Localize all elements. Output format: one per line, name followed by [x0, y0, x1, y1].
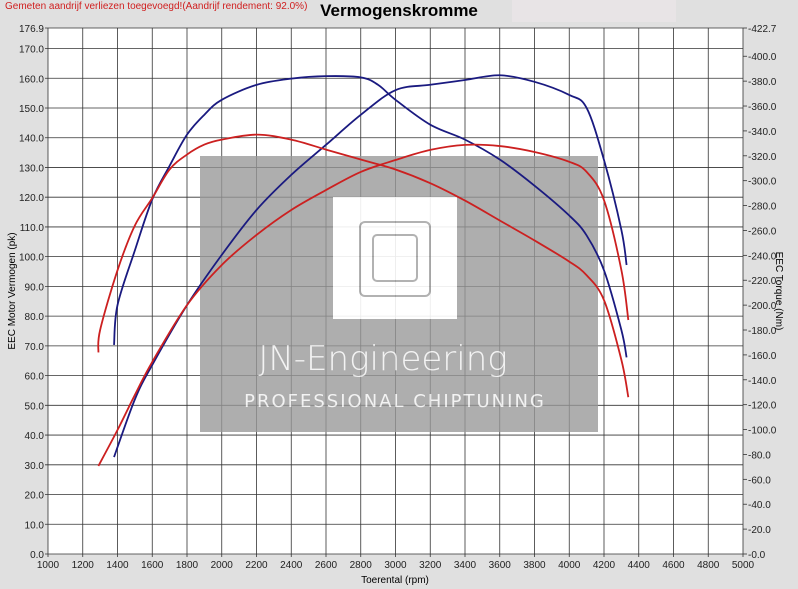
- y2-tick-label: -40.0: [748, 500, 771, 511]
- watermark-brand: JN-Engineering: [258, 339, 507, 379]
- drivetrain-loss-note: Gemeten aandrijf verliezen toegevoegd!(A…: [5, 1, 308, 12]
- y2-tick-label: -280.0: [748, 202, 777, 213]
- x-tick-label: 2800: [350, 560, 373, 571]
- y-tick-label: 170.0: [19, 45, 44, 56]
- header-panel: [512, 0, 676, 22]
- y2-tick-label: -140.0: [748, 376, 777, 387]
- axis-labels: 1000 1200 1400 1600 1800 2000 2200 2400 2600 2800…: [19, 24, 777, 571]
- y-tick-label: 120.0: [19, 193, 44, 204]
- y2-tick-label: -400.0: [748, 52, 777, 63]
- x-tick-label: 4600: [662, 560, 685, 571]
- y-tick-label: 40.0: [25, 431, 45, 442]
- y-tick-label: 50.0: [25, 401, 45, 412]
- y2-tick-label: -200.0: [748, 301, 777, 312]
- y-tick-label: 100.0: [19, 253, 44, 264]
- x-tick-label: 1400: [106, 560, 129, 571]
- watermark: JN-Engineering PROFESSIONAL CHIPTUNING: [200, 156, 598, 432]
- series-2-power-curve: [97, 143, 630, 467]
- y-tick-label: 150.0: [19, 104, 44, 115]
- x-tick-label: 2200: [245, 560, 268, 571]
- y2-tick-label: -260.0: [748, 226, 777, 237]
- x-tick-label: 3800: [523, 560, 546, 571]
- y2-tick-label: -240.0: [748, 251, 777, 262]
- y2-tick-label: -320.0: [748, 152, 777, 163]
- x-tick-label: 3000: [384, 560, 407, 571]
- y2-tick-label: -422.7: [748, 24, 777, 35]
- y-tick-label: 60.0: [25, 372, 45, 383]
- y2-tick-label: -220.0: [748, 276, 777, 287]
- x-tick-label: 4200: [593, 560, 616, 571]
- y-tick-label: 30.0: [25, 461, 45, 472]
- y-tick-label: 90.0: [25, 282, 45, 293]
- x-tick-label: 3600: [489, 560, 512, 571]
- y2-tick-label: -300.0: [748, 177, 777, 188]
- watermark-tagline: PROFESSIONAL CHIPTUNING: [244, 391, 546, 412]
- chip-logo: [333, 197, 457, 319]
- y-tick-label: 140.0: [19, 134, 44, 145]
- series-3-torque-curve: [97, 133, 630, 398]
- y2-tick-label: -20.0: [748, 525, 771, 536]
- x-tick-label: 1000: [37, 560, 60, 571]
- x-tick-label: 2400: [280, 560, 303, 571]
- x-axis-label: Toerental (rpm): [361, 575, 429, 586]
- x-tick-label: 5000: [732, 560, 755, 571]
- y-tick-label: 10.0: [25, 520, 45, 531]
- chart-title: Vermogenskromme: [320, 1, 478, 20]
- y-tick-label: 20.0: [25, 491, 45, 502]
- x-tick-label: 1600: [141, 560, 164, 571]
- chip-logo-outer: [359, 221, 431, 297]
- y-tick-label: 160.0: [19, 74, 44, 85]
- x-tick-label: 1800: [176, 560, 199, 571]
- x-tick-label: 2000: [211, 560, 234, 571]
- chip-logo-inner: [372, 234, 418, 282]
- y2-tick-label: -160.0: [748, 351, 777, 362]
- curves: [97, 74, 630, 467]
- x-tick-label: 4000: [558, 560, 581, 571]
- y2-tick-label: -120.0: [748, 401, 777, 412]
- x-tick-label: 1200: [72, 560, 95, 571]
- y-tick-label: 110.0: [20, 223, 45, 234]
- y2-tick-label: -0.0: [748, 550, 766, 561]
- y-tick-label: 70.0: [25, 342, 45, 353]
- y-tick-label: 0.0: [30, 550, 44, 561]
- y-tick-label: 130.0: [19, 163, 44, 174]
- y2-tick-label: -180.0: [748, 326, 777, 337]
- x-tick-label: 3400: [454, 560, 477, 571]
- series-1-torque-curve: [113, 75, 628, 358]
- y-tick-label: 176.9: [19, 24, 44, 35]
- y2-tick-label: -80.0: [748, 450, 771, 461]
- y2-axis-label: EEC Torque (Nm): [773, 252, 784, 331]
- y2-tick-label: -60.0: [748, 475, 771, 486]
- x-tick-label: 3200: [419, 560, 442, 571]
- y2-tick-label: -340.0: [748, 127, 777, 138]
- y-tick-label: 80.0: [25, 312, 45, 323]
- x-tick-label: 4800: [697, 560, 720, 571]
- y-axis-label: EEC Motor Vermogen (pk): [7, 232, 18, 349]
- x-tick-label: 2600: [315, 560, 338, 571]
- y2-tick-label: -360.0: [748, 102, 777, 113]
- x-tick-label: 4400: [628, 560, 651, 571]
- y2-tick-label: -100.0: [748, 426, 777, 437]
- y2-tick-label: -380.0: [748, 77, 777, 88]
- grid: [45, 27, 747, 557]
